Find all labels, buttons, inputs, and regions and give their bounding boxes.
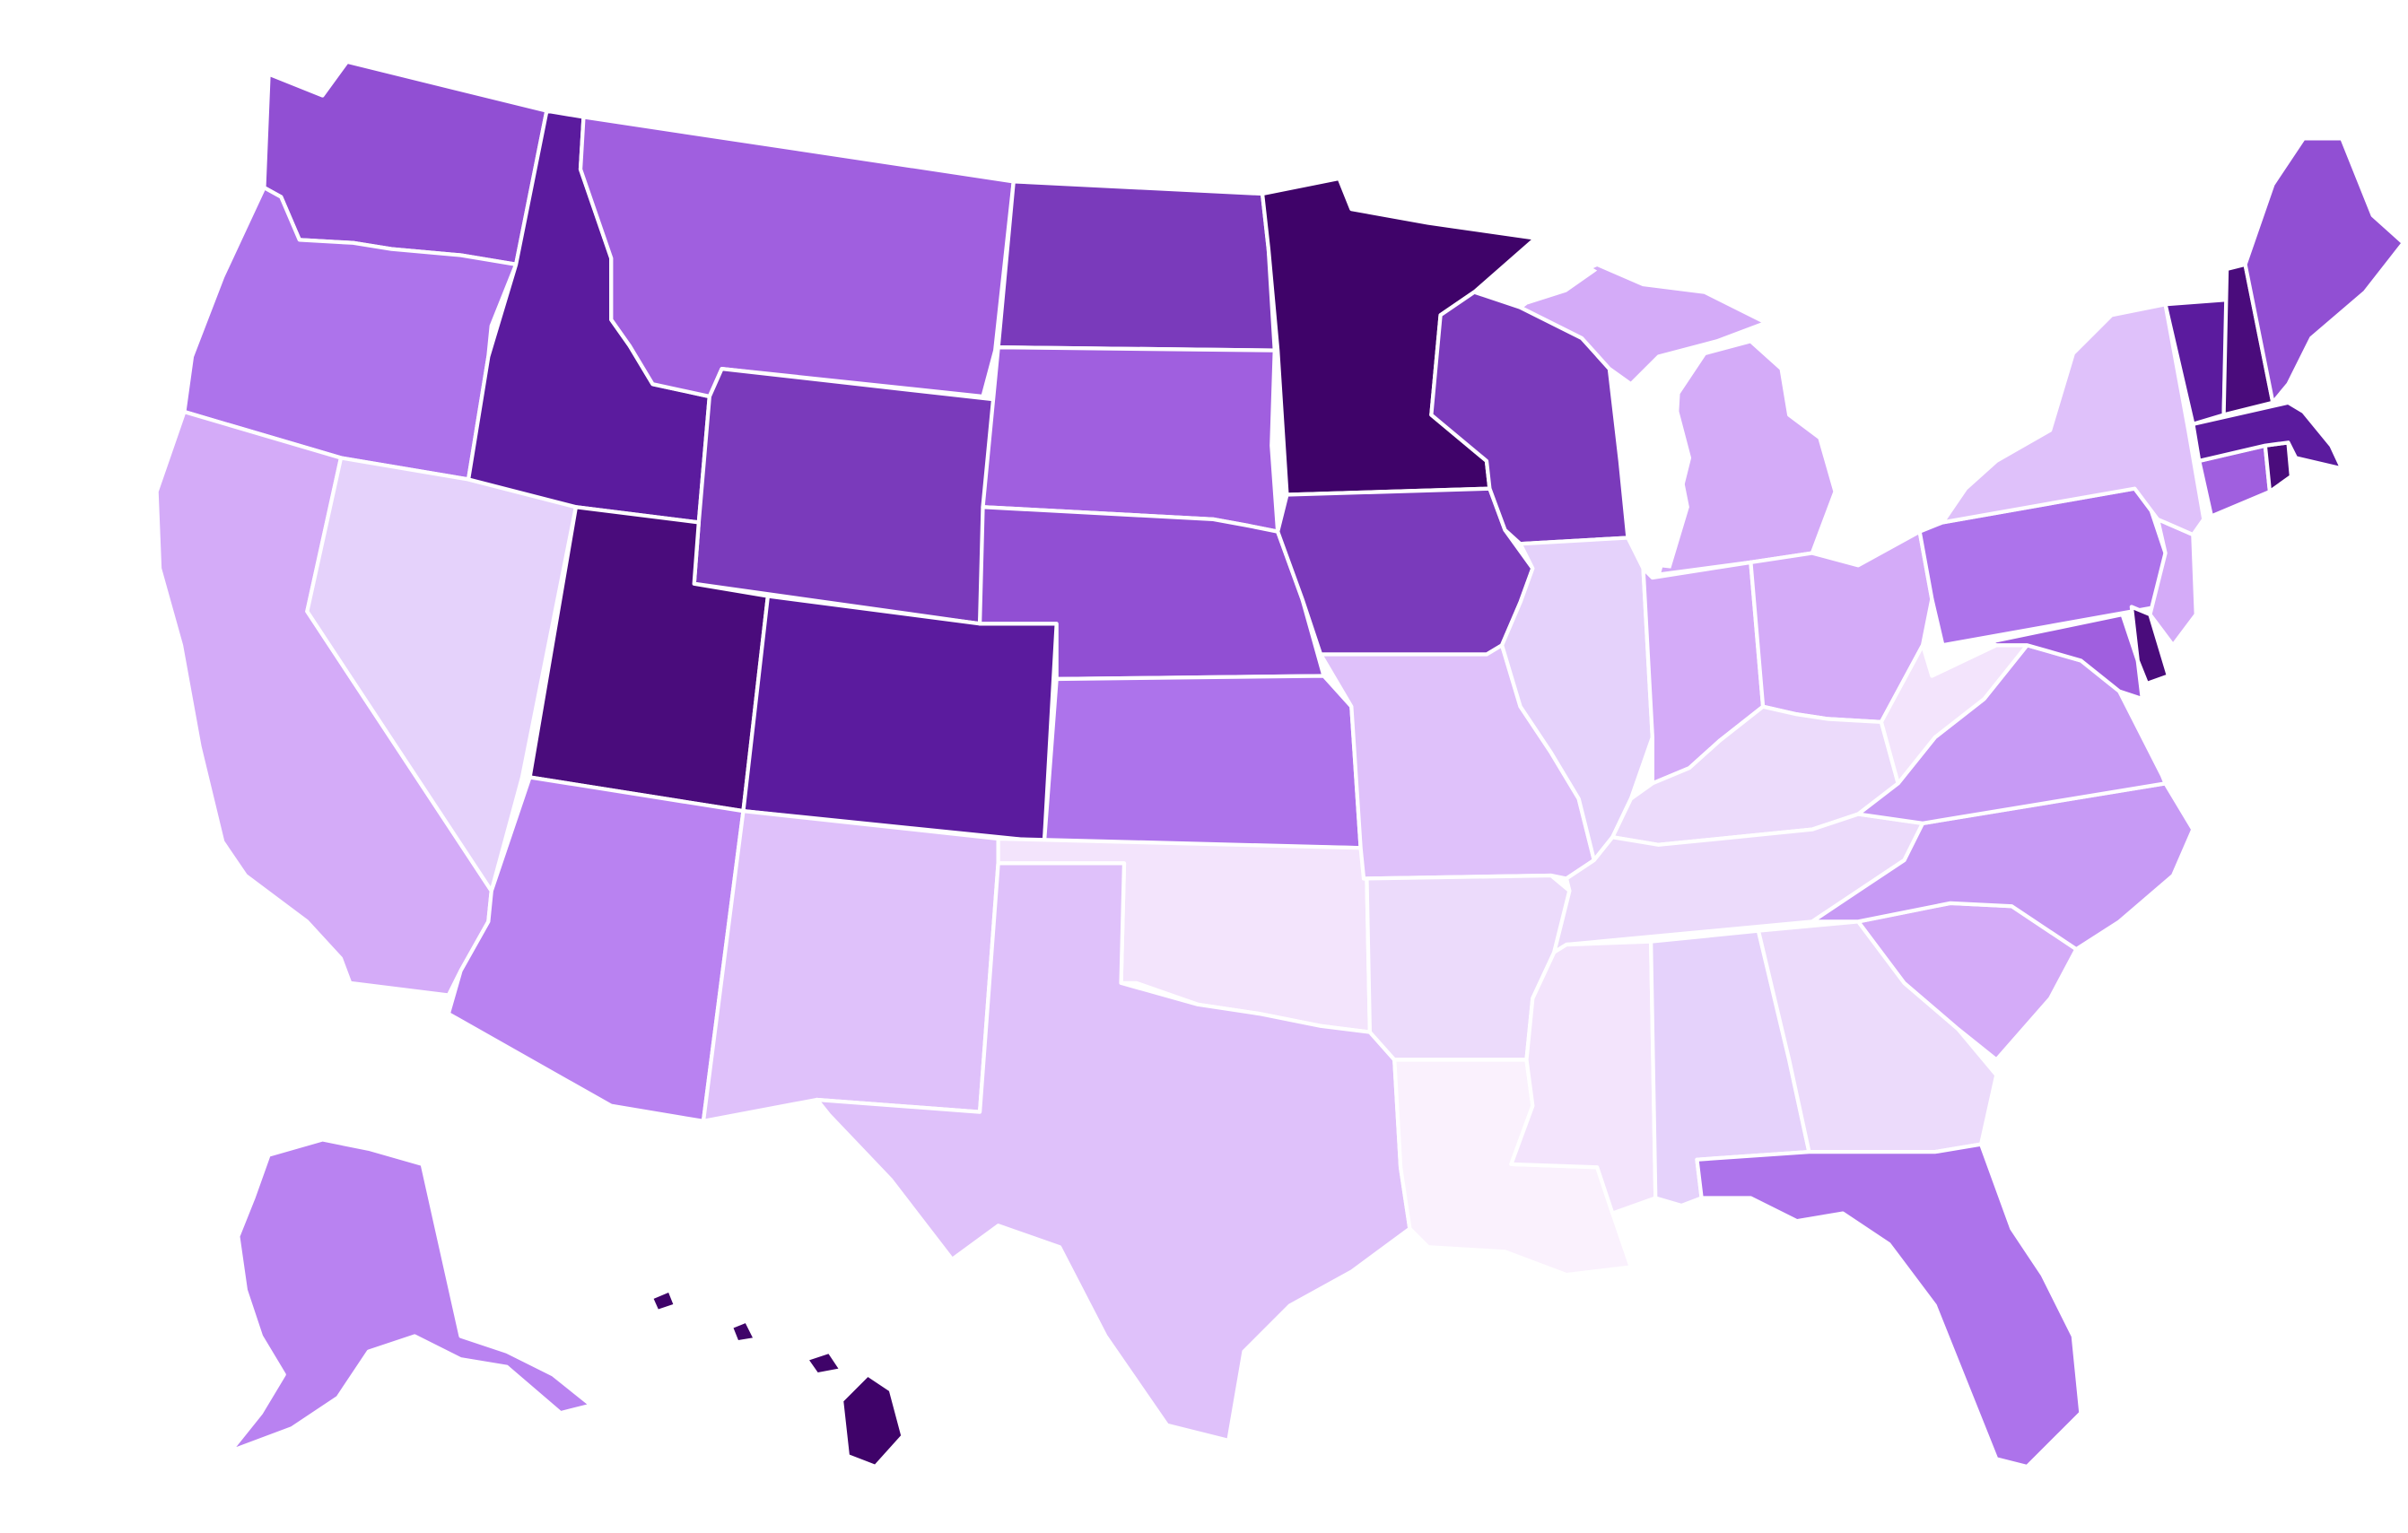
state-north-dakota: [996, 179, 1277, 353]
state-massachusetts: [2191, 400, 2344, 471]
state-florida: [1695, 1142, 2083, 1469]
state-colorado: [741, 594, 1059, 844]
state-rhode-island: [2263, 440, 2294, 494]
state-new-york: [1941, 302, 2206, 537]
state-iowa: [1276, 486, 1535, 657]
state-delaware: [2129, 605, 2171, 686]
state-new-mexico: [701, 809, 1000, 1124]
state-hawaii-oahu: [729, 1319, 758, 1345]
state-maine: [2243, 136, 2406, 405]
state-oregon: [182, 186, 519, 482]
state-maryland: [1986, 612, 2145, 701]
state-michigan: [1656, 339, 1837, 577]
lake-michigan: [1627, 356, 1689, 569]
state-hawaii-maui: [804, 1349, 844, 1377]
state-texas: [815, 861, 1412, 1443]
state-north-carolina: [1810, 781, 2195, 952]
lake-superior: [1496, 257, 1598, 305]
state-kansas: [1042, 674, 1363, 850]
state-nebraska: [977, 505, 1326, 682]
state-hawaii-kauai: [649, 1288, 678, 1314]
state-south-dakota: [981, 345, 1280, 534]
state-washington: [262, 59, 549, 266]
state-alaska: [228, 1137, 594, 1454]
state-wyoming: [692, 367, 998, 626]
state-montana: [578, 115, 1016, 399]
state-hawaii-big-island: [839, 1372, 905, 1469]
